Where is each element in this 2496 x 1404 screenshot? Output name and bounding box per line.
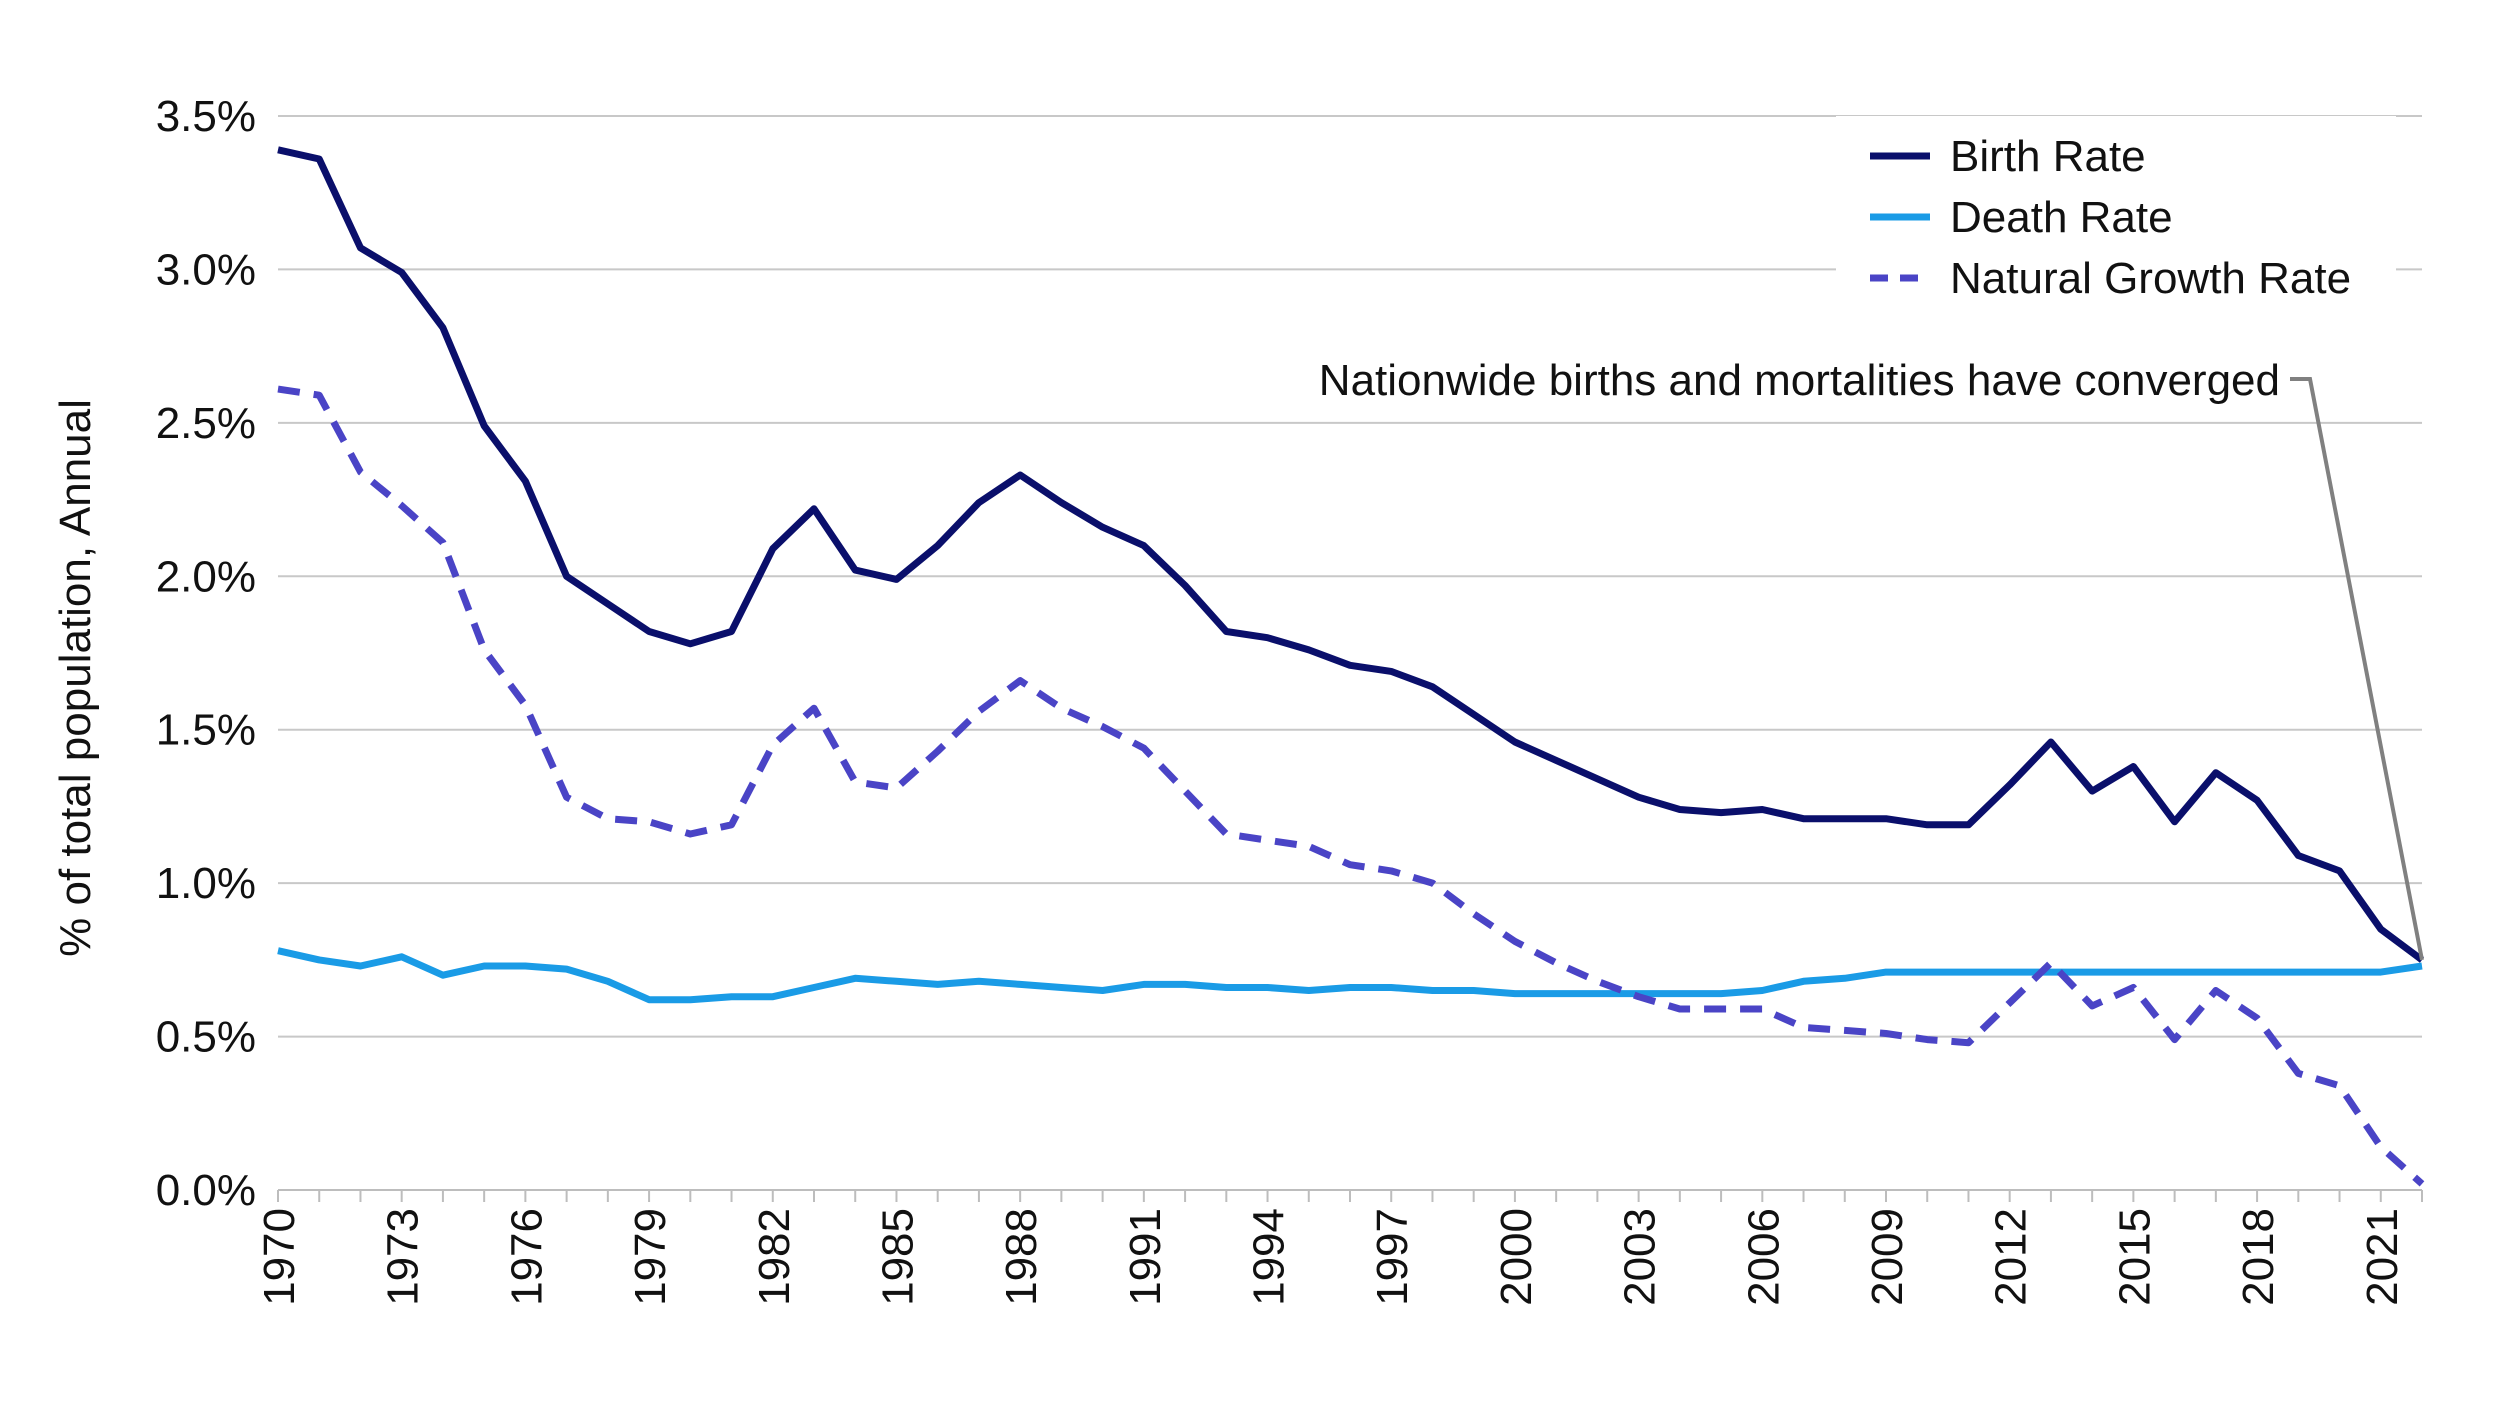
series-line-natural-growth-rate (277, 385, 2425, 1187)
x-tick-label: 2000 (1492, 1208, 1541, 1306)
x-tick-label: 1976 (502, 1208, 551, 1306)
x-tick-label: 2009 (1863, 1208, 1912, 1306)
y-tick-label: 2.5% (156, 399, 256, 448)
legend-label: Death Rate (1950, 193, 2173, 242)
x-tick-label: 1997 (1368, 1208, 1417, 1306)
x-tick-label: 2021 (2358, 1208, 2407, 1306)
x-tick-label: 2018 (2234, 1208, 2283, 1306)
x-axis-ticks: 1970 1973 1976 1979 1982 1985 1988 1991 1994 1997… (255, 1190, 2423, 1306)
series-line-death-rate (277, 947, 2423, 1004)
x-tick-label: 1985 (873, 1208, 922, 1306)
x-tick-label: 1979 (626, 1208, 675, 1306)
x-tick-label: 1970 (255, 1208, 304, 1306)
annotation-leader-line (2290, 377, 2424, 961)
legend-background (1836, 116, 2396, 286)
gridlines (278, 115, 2422, 1038)
series-layer (277, 146, 2425, 1187)
x-tick-label: 2015 (2110, 1208, 2159, 1306)
annotation-layer: Nationwide births and mortalities have c… (1319, 356, 2424, 961)
x-tick-label: 1994 (1245, 1208, 1294, 1306)
x-tick-label: 2012 (1987, 1208, 2036, 1306)
legend-label: Birth Rate (1950, 132, 2146, 181)
y-tick-label: 0.5% (156, 1013, 256, 1062)
y-tick-label: 3.0% (156, 245, 256, 294)
x-tick-label: 1973 (379, 1208, 428, 1306)
x-tick-label: 1988 (997, 1208, 1046, 1306)
x-tick-label: 2006 (1739, 1208, 1788, 1306)
y-tick-label: 1.0% (156, 859, 256, 908)
y-tick-label: 3.5% (156, 92, 256, 141)
y-tick-label: 0.0% (156, 1166, 256, 1215)
legend: Birth Rate Death Rate Natural Growth Rate (1836, 116, 2396, 303)
y-axis-ticks: 0.0% 0.5% 1.0% 1.5% 2.0% 2.5% 3.0% 3.5% (156, 92, 256, 1215)
y-axis-title: % of total population, Annual (51, 399, 100, 957)
y-tick-label: 1.5% (156, 706, 256, 755)
x-tick-label: 1982 (750, 1208, 799, 1306)
annotation-text: Nationwide births and mortalities have c… (1319, 356, 2280, 405)
x-tick-label: 2003 (1616, 1208, 1665, 1306)
y-tick-label: 2.0% (156, 552, 256, 601)
series-line-birth-rate (277, 146, 2425, 963)
x-tick-label: 1991 (1121, 1208, 1170, 1306)
legend-label: Natural Growth Rate (1950, 254, 2351, 303)
